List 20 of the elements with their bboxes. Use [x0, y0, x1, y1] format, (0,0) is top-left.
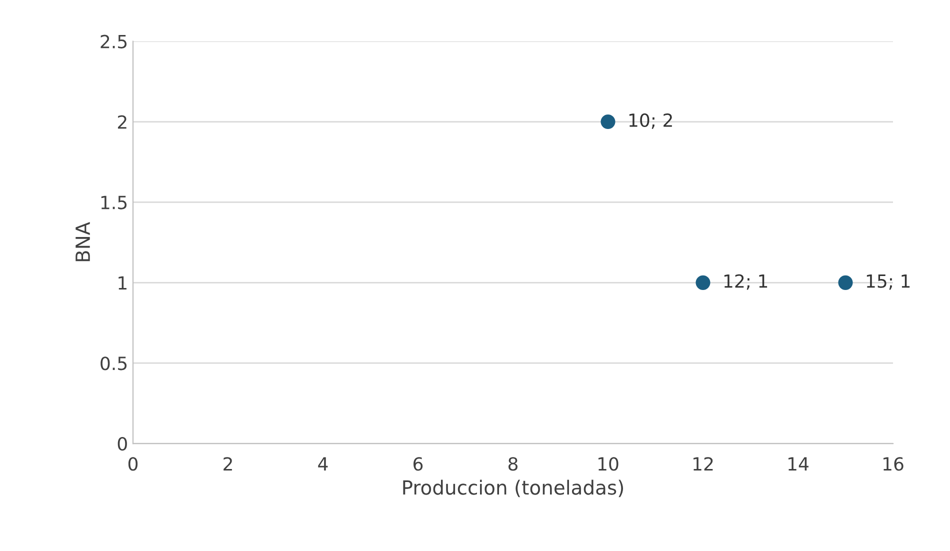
- data-label: 12; 1: [724, 274, 768, 290]
- y-tick-label: 0.5: [100, 356, 127, 370]
- x-tick-label: 4: [318, 457, 328, 470]
- x-axis-title: Produccion (toneladas): [403, 480, 624, 498]
- data-label: 15; 1: [866, 274, 910, 290]
- y-tick-label: 1.5: [101, 196, 127, 210]
- y-axis-title: BNA: [76, 222, 90, 262]
- y-tick-label: 2: [118, 115, 126, 129]
- x-tick-label: 14: [788, 457, 808, 470]
- x-tick-label: 16: [883, 457, 904, 471]
- x-tick-label: 10: [598, 457, 618, 471]
- y-tick-label: 1: [118, 276, 126, 290]
- x-tick-label: 8: [508, 457, 518, 471]
- x-tick-label: 12: [693, 457, 713, 470]
- y-tick-label: 0: [118, 437, 127, 451]
- x-tick-label: 6: [414, 457, 423, 471]
- data-label: 10; 2: [629, 113, 672, 129]
- x-tick-label: 2: [224, 457, 232, 470]
- x-tick-label: 0: [128, 457, 138, 471]
- y-tick-label: 2.5: [100, 34, 127, 48]
